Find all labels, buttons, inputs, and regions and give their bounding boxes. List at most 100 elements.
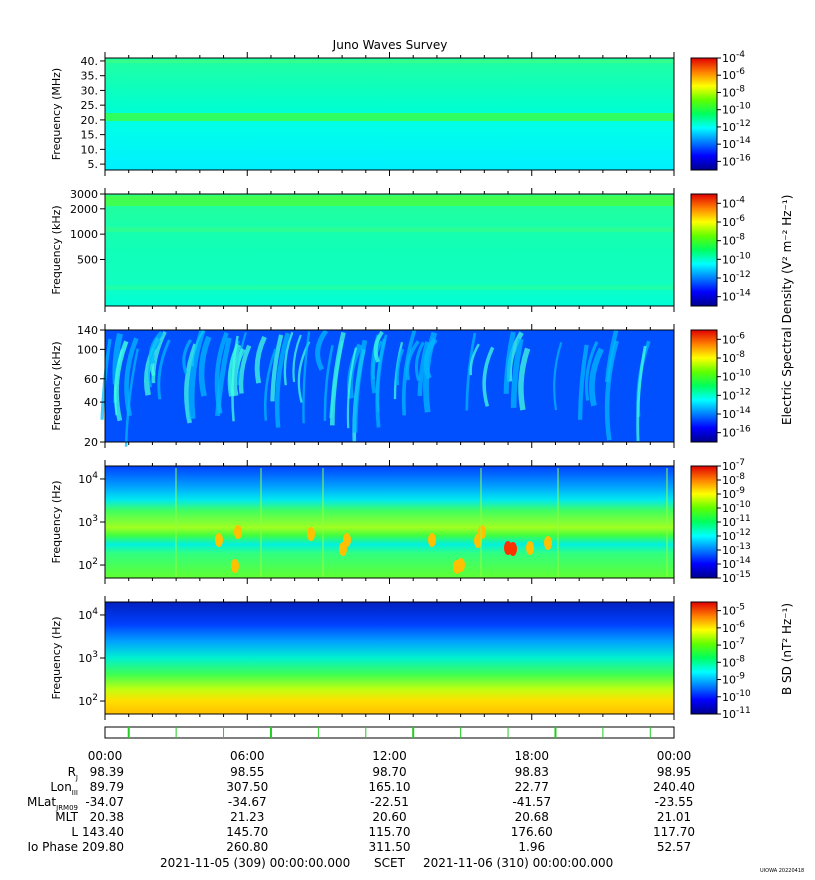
y-tick-label: 40 xyxy=(84,396,98,409)
panel-lfr-electric xyxy=(105,466,674,578)
kom-streak xyxy=(148,339,161,388)
impulse-spikes xyxy=(175,468,668,577)
emission-blobs xyxy=(215,525,552,574)
emission-band-20mhz xyxy=(105,113,674,121)
kom-streak xyxy=(254,335,267,384)
ephemeris-value: 52.57 xyxy=(657,840,691,854)
colorbar-label-magnetic: B SD (nT² Hz⁻¹) xyxy=(780,603,794,695)
kom-streak xyxy=(283,331,294,386)
time-axis-labels: 00:00 06:00 12:00 18:00 00:00 xyxy=(88,749,692,763)
panel-magnetic xyxy=(105,602,674,714)
ephemeris-value: 20.60 xyxy=(372,810,406,824)
kom-streak xyxy=(604,340,619,441)
emission-blob xyxy=(453,560,461,574)
colorbar-tick-label: 10-7 xyxy=(722,458,745,473)
ephemeris-value: 98.55 xyxy=(230,765,264,779)
colorbar xyxy=(690,465,718,579)
chart-title: Juno Waves Survey xyxy=(332,38,448,52)
ephemeris-table: RJ 98.39 98.55 98.70 98.83 98.95 LonIII 89.79 30… xyxy=(27,765,695,854)
ephemeris-value: 165.10 xyxy=(369,780,411,794)
ephemeris-value: 98.39 xyxy=(90,765,124,779)
y-tick-label: 10. xyxy=(81,143,99,156)
colorbar xyxy=(690,601,718,715)
ephemeris-value: -34.07 xyxy=(85,795,124,809)
kom-streak xyxy=(188,329,206,420)
colorbar-tick-label: 10-4 xyxy=(722,50,745,65)
colorbar-tick-label: 10-10 xyxy=(722,500,751,515)
y-tick-label: 103 xyxy=(78,514,98,529)
kom-streak xyxy=(469,343,480,376)
spectrogram-magnetic xyxy=(105,602,674,714)
colorbar-tick-label: 10-6 xyxy=(722,67,745,82)
ephemeris-value: 115.70 xyxy=(369,825,411,839)
emission-band-200khz xyxy=(105,285,674,290)
kom-streak xyxy=(329,331,346,426)
kom-streaks xyxy=(100,329,651,447)
kom-streak xyxy=(375,338,387,428)
kom-streak xyxy=(589,347,604,407)
emission-band-2500khz xyxy=(105,196,674,206)
emission-blob xyxy=(544,536,552,550)
y-tick-label: 102 xyxy=(78,693,98,708)
y-tick-label: 20. xyxy=(81,114,99,127)
credit-stamp: UIOWA 20220418 xyxy=(760,868,804,874)
ephemeris-value: -22.51 xyxy=(370,795,409,809)
panel-lfr-high xyxy=(100,329,674,447)
colorbar-tick-label: 10-9 xyxy=(722,486,745,501)
time-range-scet-label: SCET xyxy=(374,856,406,870)
kom-streak xyxy=(302,331,311,424)
kom-streak xyxy=(584,341,599,401)
colorbar-tick-label: 10-8 xyxy=(722,472,745,487)
colorbar-tick-label: 10-15 xyxy=(722,570,751,585)
colorbar xyxy=(690,329,718,443)
kom-streak xyxy=(465,332,477,411)
spectrogram-lfr-electric xyxy=(105,466,674,578)
colorbar-tick-label: 10-12 xyxy=(722,270,751,285)
ephemeris-value: 22.77 xyxy=(515,780,549,794)
kom-streak xyxy=(184,343,198,424)
kom-streak xyxy=(274,332,290,428)
kom-streak xyxy=(553,341,563,411)
kom-streak xyxy=(503,331,516,394)
y-tick-label: 20 xyxy=(84,436,98,449)
kom-streak xyxy=(232,347,246,397)
y-tick-label: 104 xyxy=(78,607,98,622)
emission-band-38mhz xyxy=(105,60,674,63)
colorbar-tick-label: 10-6 xyxy=(722,620,745,635)
colorbar-tick-label: 10-6 xyxy=(722,214,745,229)
ephemeris-value: 143.40 xyxy=(82,825,124,839)
ephemeris-label: RJ xyxy=(68,765,78,782)
colorbar-tick-label: 10-10 xyxy=(722,102,751,117)
colorbar-tick-label: 10-8 xyxy=(722,350,745,365)
kom-streak xyxy=(124,348,139,447)
emission-band-1100khz xyxy=(105,227,674,232)
axes-layer: Frequency (MHz) 40. 35.30. 25. 20. 15.10. 5. Fr… xyxy=(50,52,675,720)
colorbar-tick-label: 10-8 xyxy=(722,654,745,669)
ephemeris-value: 311.50 xyxy=(369,840,411,854)
colorbar-tick-label: 10-10 xyxy=(722,369,751,384)
y-axis-label: Frequency (MHz) xyxy=(50,68,63,160)
colorbar-tick-label: 10-13 xyxy=(722,542,751,557)
colorbar xyxy=(690,193,718,307)
y-axis-label: Frequency (Hz) xyxy=(50,617,63,700)
kom-streak xyxy=(373,330,384,363)
colorbar-tick-label: 10-8 xyxy=(722,84,745,99)
colorbar-tick-label: 10-12 xyxy=(722,387,751,402)
kom-streak xyxy=(395,348,405,386)
kom-streak xyxy=(577,344,589,420)
y-axis-label: Frequency (kHz) xyxy=(50,341,63,430)
colorbar-tick-label: 10-4 xyxy=(722,195,745,210)
kom-streak xyxy=(114,340,129,422)
kom-streak xyxy=(198,335,212,397)
y-tick-label: 40. xyxy=(81,55,99,68)
kom-streak xyxy=(151,330,167,384)
time-range-end: 2021-11-06 (310) 00:00:00.000 xyxy=(423,856,613,870)
kom-streak xyxy=(148,330,164,365)
x-tick-label: 06:00 xyxy=(230,749,265,763)
ephemeris-value: 21.01 xyxy=(657,810,691,824)
emission-blob xyxy=(343,533,351,547)
kom-streak xyxy=(157,339,171,400)
colorbar-tick-label: 10-16 xyxy=(722,425,751,440)
emission-blob xyxy=(428,533,436,547)
